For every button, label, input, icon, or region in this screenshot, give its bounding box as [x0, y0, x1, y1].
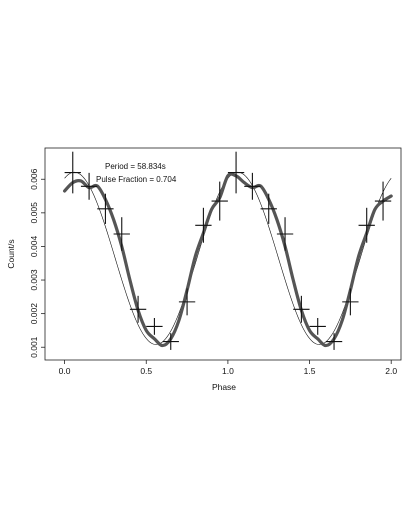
data-point — [64, 151, 81, 194]
data-point — [358, 207, 375, 243]
y-tick-label: 0.001 — [29, 336, 39, 358]
data-point — [325, 333, 343, 350]
data-point — [129, 295, 147, 323]
x-axis-label: Phase — [212, 382, 236, 392]
x-tick-label: 0.0 — [59, 366, 71, 376]
data-point — [293, 295, 310, 323]
period-annotation: Period = 58.834s — [105, 162, 166, 171]
data-point — [260, 193, 277, 224]
y-tick-label: 0.006 — [29, 168, 39, 190]
data-point — [227, 151, 245, 194]
smooth-curve-layer — [62, 172, 393, 348]
data-point — [162, 333, 179, 350]
x-tick-label: 2.0 — [385, 366, 397, 376]
smooth-curve — [62, 172, 393, 348]
data-point — [244, 172, 261, 200]
data-point — [276, 217, 294, 251]
y-tick-label: 0.005 — [29, 202, 39, 224]
y-axis-label: Count/s — [6, 239, 16, 268]
y-tick-label: 0.003 — [29, 269, 39, 291]
data-point — [80, 172, 98, 200]
plot-frame — [44, 147, 402, 361]
y-tick-label: 0.004 — [29, 236, 39, 258]
data-point — [211, 181, 228, 221]
x-tick-label: 1.0 — [222, 366, 234, 376]
x-axis: 0.0 0.5 1.0 1.5 2.0 — [59, 360, 397, 376]
data-points-layer — [64, 151, 392, 350]
data-point — [342, 288, 359, 316]
data-point — [146, 318, 163, 335]
data-point — [309, 318, 326, 335]
data-point — [113, 217, 130, 251]
data-point — [374, 181, 392, 221]
y-tick-label: 0.002 — [29, 303, 39, 325]
x-tick-label: 1.5 — [304, 366, 316, 376]
y-axis: 0.001 0.002 0.003 0.004 0.005 0.006 — [29, 168, 45, 358]
data-point — [97, 193, 114, 224]
x-tick-label: 0.5 — [140, 366, 152, 376]
pulse-fraction-annotation: Pulse Fraction = 0.704 — [96, 175, 177, 184]
data-point — [195, 207, 212, 243]
data-point — [178, 288, 196, 316]
